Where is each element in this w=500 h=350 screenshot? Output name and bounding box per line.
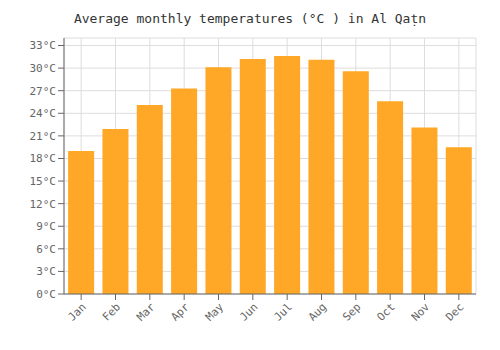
svg-text:Oct: Oct [375, 300, 398, 323]
svg-text:24°C: 24°C [30, 107, 57, 120]
svg-text:9°C: 9°C [36, 220, 56, 233]
svg-text:Feb: Feb [100, 300, 123, 323]
svg-text:21°C: 21°C [30, 130, 57, 143]
svg-text:33°C: 33°C [30, 39, 57, 52]
svg-text:Nov: Nov [409, 300, 433, 324]
svg-text:15°C: 15°C [30, 175, 57, 188]
svg-text:Mar: Mar [134, 300, 158, 324]
svg-text:30°C: 30°C [30, 62, 57, 75]
svg-text:12°C: 12°C [30, 198, 57, 211]
svg-text:Aug: Aug [306, 300, 329, 323]
svg-text:Dec: Dec [443, 300, 466, 323]
svg-text:Sep: Sep [340, 300, 363, 323]
svg-text:18°C: 18°C [30, 152, 57, 165]
svg-text:May: May [203, 300, 227, 324]
svg-text:3°C: 3°C [36, 265, 56, 278]
svg-text:Jul: Jul [272, 300, 295, 323]
svg-text:6°C: 6°C [36, 243, 56, 256]
svg-text:Jun: Jun [237, 300, 260, 323]
svg-text:Apr: Apr [169, 300, 193, 324]
html-text:Average monthly temperatures (: Average monthly temperatures (°C ) in Al… [73, 11, 427, 26]
svg-text:27°C: 27°C [30, 85, 57, 98]
svg-text:0°C: 0°C [36, 288, 56, 301]
svg-text:Jan: Jan [66, 300, 89, 323]
